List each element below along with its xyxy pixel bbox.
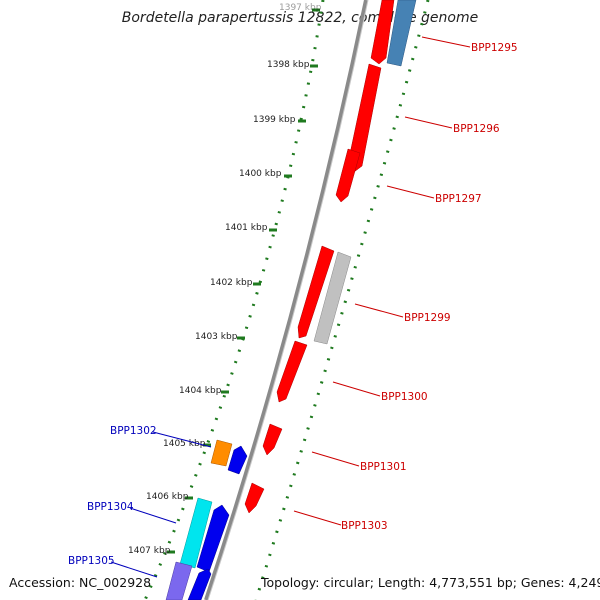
kbp-label: 1398 kbp: [267, 60, 310, 70]
kbp-label: 1404 kbp: [179, 386, 222, 396]
gene-label-bpp1300: BPP1300: [381, 391, 428, 403]
gene-bpp1305-blue: [187, 568, 212, 600]
gene-bpp1297: [335, 148, 361, 203]
kbp-label: 1400 kbp: [239, 169, 282, 179]
kbp-label: 1397 kbp: [279, 3, 322, 13]
gene-bpp1296: [347, 63, 382, 173]
gene-bpp1301: [262, 423, 283, 456]
forward-strand-genes: [165, 439, 248, 600]
gene-label-bpp1301: BPP1301: [360, 461, 407, 473]
gene-label-bpp1305: BPP1305: [68, 555, 115, 567]
gene-label-bpp1299: BPP1299: [404, 312, 451, 324]
gene-bpp1299: [313, 251, 352, 345]
genome-backbone: [204, 0, 368, 600]
kbp-label: 1405 kbp: [163, 439, 206, 449]
kbp-label: 1402 kbp: [210, 278, 253, 288]
gene-bpp1305: [165, 561, 193, 600]
gene-label-bpp1296: BPP1296: [453, 123, 500, 135]
kbp-label: 1403 kbp: [195, 332, 238, 342]
genome-summary-text: Topology: circular; Length: 4,773,551 bp…: [261, 575, 600, 590]
gene-label-bpp1297: BPP1297: [435, 193, 482, 205]
kbp-label: 1406 kbp: [146, 492, 189, 502]
gene-bpp1304-blue: [196, 504, 230, 573]
gene-label-bpp1302: BPP1302: [110, 425, 157, 437]
gene-label-bpp1303: BPP1303: [341, 520, 388, 532]
gene-bpp1304: [179, 497, 213, 569]
kbp-label: 1401 kbp: [225, 223, 268, 233]
gene-label-bpp1304: BPP1304: [87, 501, 134, 513]
gene-label-bpp1295: BPP1295: [471, 42, 518, 54]
gene-bpp1295: [370, 0, 395, 65]
gene-bpp1302-blue: [227, 445, 248, 475]
kbp-label: 1407 kbp: [128, 546, 171, 556]
gene-bpp1303: [244, 482, 265, 514]
kbp-label: 1399 kbp: [253, 115, 296, 125]
accession-text: Accession: NC_002928: [9, 575, 152, 590]
gene-bpp1298: [297, 245, 335, 339]
outer-tick-ring: [254, 0, 430, 600]
gene-bpp1295-companion: [386, 0, 417, 67]
reverse-strand-genes: [244, 0, 395, 514]
gene-bpp1300: [276, 340, 308, 403]
gene-bpp1302-orange: [210, 439, 233, 467]
